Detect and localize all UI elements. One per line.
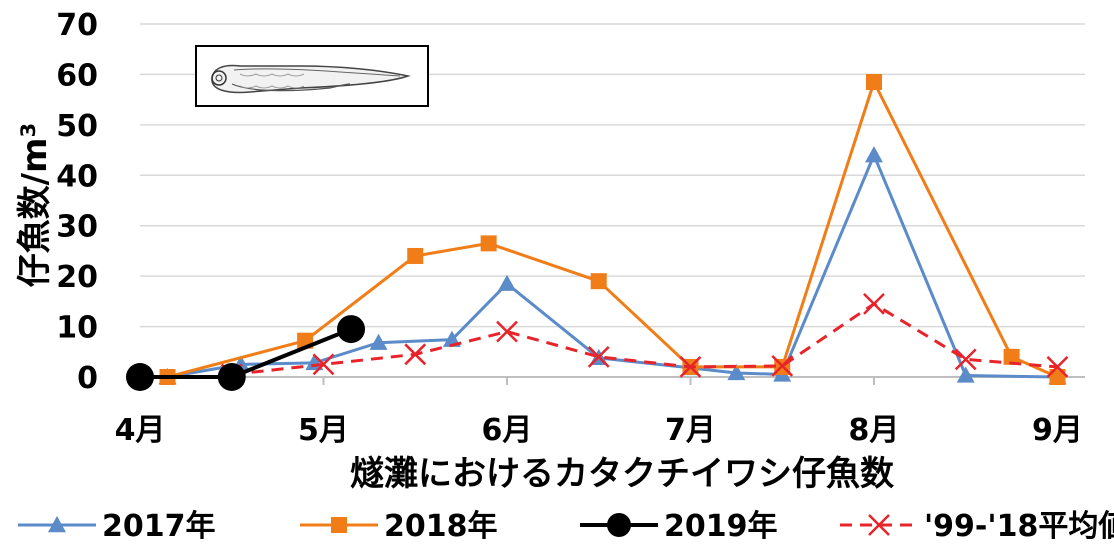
data-point-x xyxy=(312,353,335,376)
y-tick-label: 50 xyxy=(56,109,98,144)
data-point-x xyxy=(404,343,427,366)
series-1 xyxy=(159,73,1066,385)
y-tick-label: 20 xyxy=(56,260,98,295)
legend-item: '99-'18平均値 xyxy=(840,509,1114,544)
series-line xyxy=(231,302,1058,376)
data-point-x xyxy=(771,355,794,377)
data-point-square xyxy=(1049,369,1066,385)
data-point-square xyxy=(1003,348,1020,365)
legend-label: 2017年 xyxy=(102,509,216,544)
y-axis-title: 仔魚数/m³ xyxy=(15,123,55,288)
data-point-square xyxy=(865,73,882,90)
data-point-circle xyxy=(337,315,366,344)
data-point-x xyxy=(496,320,518,343)
series-line xyxy=(167,80,1059,379)
y-tick-labels: 0 10 20 30 40 50 60 70 xyxy=(56,8,98,396)
x-tick-labels: 4月 5月 6月 7月 8月 9月 xyxy=(115,377,1083,448)
legend-item: 2018年 xyxy=(300,509,498,544)
data-point-square xyxy=(480,235,497,252)
data-point-x xyxy=(1046,356,1069,378)
y-tick-label: 60 xyxy=(56,58,98,93)
data-point-triangle xyxy=(956,366,975,383)
data-point-x xyxy=(954,348,977,371)
legend-item: 2017年 xyxy=(18,509,216,544)
series-0 xyxy=(158,146,1067,385)
data-point-triangle xyxy=(497,274,516,291)
larva-illustration xyxy=(195,45,429,107)
data-point-circle xyxy=(607,513,631,537)
data-point-triangle xyxy=(727,363,746,381)
data-point-circle xyxy=(126,363,154,391)
data-point-x xyxy=(587,345,610,368)
data-point-triangle xyxy=(864,146,883,163)
legend: 2017年 2018年 2019年 '99-'18平均値 xyxy=(18,509,1114,544)
y-tick-label: 70 xyxy=(56,8,98,43)
x-tick-label: 7月 xyxy=(665,413,716,448)
legend-label: '99-'18平均値 xyxy=(924,509,1114,544)
data-point-triangle xyxy=(369,333,388,350)
series-2 xyxy=(126,315,366,391)
x-axis-title: 燧灘におけるカタクチイワシ仔魚数 xyxy=(350,454,894,494)
x-tick-label: 5月 xyxy=(298,413,349,448)
legend-label: 2019年 xyxy=(664,509,778,544)
x-tick-label: 8月 xyxy=(849,413,900,448)
legend-item: 2019年 xyxy=(580,509,778,544)
data-point-circle xyxy=(217,363,246,391)
y-tick-label: 30 xyxy=(56,210,98,245)
data-point-x xyxy=(868,514,890,536)
data-point-triangle xyxy=(48,516,66,533)
y-tick-label: 0 xyxy=(77,361,98,396)
y-tick-label: 40 xyxy=(56,159,98,194)
data-point-x xyxy=(863,292,885,315)
x-tick-label: 6月 xyxy=(482,413,533,448)
y-tick-label: 10 xyxy=(56,311,98,346)
data-point-square xyxy=(590,273,607,290)
data-point-x xyxy=(679,356,702,378)
data-point-square xyxy=(407,247,424,264)
x-tick-label: 9月 xyxy=(1032,413,1083,448)
legend-label: 2018年 xyxy=(384,509,498,544)
data-point-square xyxy=(331,517,347,533)
series-layer xyxy=(126,73,1069,391)
x-tick-label: 4月 xyxy=(115,413,166,448)
